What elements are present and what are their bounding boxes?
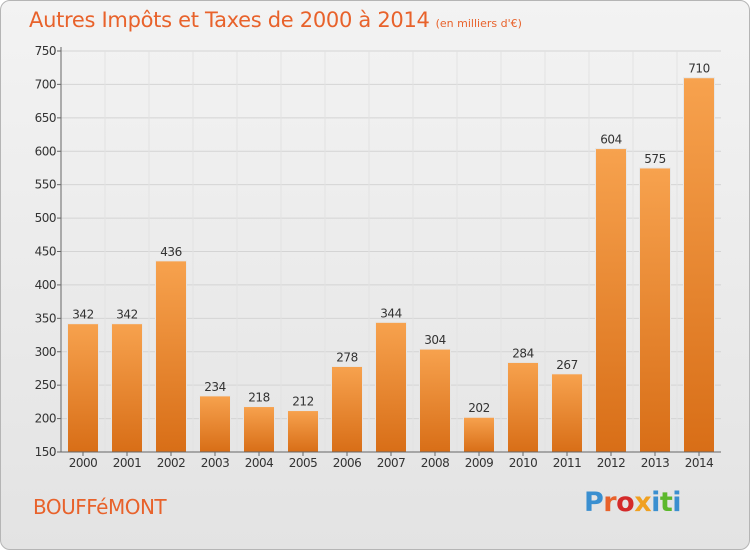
x-tick-label: 2005 (289, 456, 318, 470)
bar-value-label: 212 (292, 395, 313, 409)
x-tick-label: 2013 (641, 456, 670, 470)
y-tick-label: 650 (35, 111, 56, 125)
bar-value-label: 234 (204, 380, 225, 394)
bar (243, 406, 275, 453)
y-tick-label: 750 (35, 44, 56, 58)
x-tick-label: 2002 (157, 456, 186, 470)
bar-value-label: 342 (116, 308, 137, 322)
bar (67, 323, 99, 453)
bar (111, 323, 143, 453)
bar-value-label: 218 (248, 391, 269, 405)
x-tick-label: 2006 (333, 456, 362, 470)
chart-unit-label: (en milliers d'€) (435, 17, 522, 30)
bar (507, 361, 539, 453)
y-tick-label: 500 (35, 211, 56, 225)
logo-letter: x (634, 487, 652, 518)
bar-value-label: 604 (600, 133, 621, 147)
y-tick-label: 550 (35, 178, 56, 192)
bar-layer (67, 77, 715, 453)
x-tick-label: 2007 (377, 456, 406, 470)
logo-letter: i (651, 487, 660, 518)
bar (419, 348, 451, 453)
y-tick-label: 450 (35, 245, 56, 259)
chart-title-text: Autres Impôts et Taxes de 2000 à 2014 (29, 8, 430, 32)
y-tick-label: 600 (35, 144, 56, 158)
bar (199, 395, 231, 453)
bar (551, 373, 583, 453)
y-tick-label: 250 (35, 378, 56, 392)
bar-value-label: 278 (336, 350, 357, 364)
bar (595, 148, 627, 453)
x-tick-label: 2000 (69, 456, 98, 470)
y-tick-label: 200 (35, 412, 56, 426)
logo-letter: i (672, 487, 682, 518)
bar (463, 416, 495, 453)
logo-letter: P (584, 487, 604, 518)
axis-layer: 150 200 250 300 350 400 450 500 550 600 650 700 750 2… (35, 44, 721, 470)
x-tick-label: 2014 (685, 456, 714, 470)
bar-value-label: 267 (556, 358, 577, 372)
y-tick-label: 350 (35, 311, 56, 325)
bar-value-label: 710 (688, 62, 709, 76)
x-tick-label: 2009 (465, 456, 494, 470)
x-tick-label: 2001 (113, 456, 142, 470)
bar (639, 167, 671, 453)
bar-value-label: 575 (644, 152, 665, 166)
bar-value-label: 436 (160, 245, 181, 259)
x-tick-label: 2011 (553, 456, 582, 470)
commune-name: BOUFFéMONT (33, 495, 167, 519)
bar (155, 260, 187, 453)
bar (683, 77, 715, 453)
label-layer: 342 342 436 234 218 212 278 344 304 202 284 267 604 5… (72, 62, 710, 416)
bar-value-label: 304 (424, 333, 445, 347)
x-tick-label: 2004 (245, 456, 274, 470)
bar (287, 410, 319, 453)
bar-value-label: 344 (380, 306, 401, 320)
x-tick-label: 2003 (201, 456, 230, 470)
y-tick-label: 400 (35, 278, 56, 292)
y-tick-label: 700 (35, 77, 56, 91)
logo-letter: o (616, 487, 635, 518)
bar-value-label: 202 (468, 401, 489, 415)
logo-letter: t (659, 487, 673, 518)
chart-title: Autres Impôts et Taxes de 2000 à 2014 (en… (29, 8, 522, 32)
bar (331, 365, 363, 453)
bar-value-label: 284 (512, 346, 533, 360)
logo-letter: r (603, 487, 617, 518)
x-tick-label: 2008 (421, 456, 450, 470)
x-tick-label: 2012 (597, 456, 626, 470)
y-tick-label: 150 (35, 445, 56, 459)
bar (375, 321, 407, 453)
proxiti-logo[interactable]: Proxiti (584, 487, 682, 518)
x-tick-label: 2010 (509, 456, 538, 470)
y-tick-label: 300 (35, 345, 56, 359)
bar-value-label: 342 (72, 308, 93, 322)
